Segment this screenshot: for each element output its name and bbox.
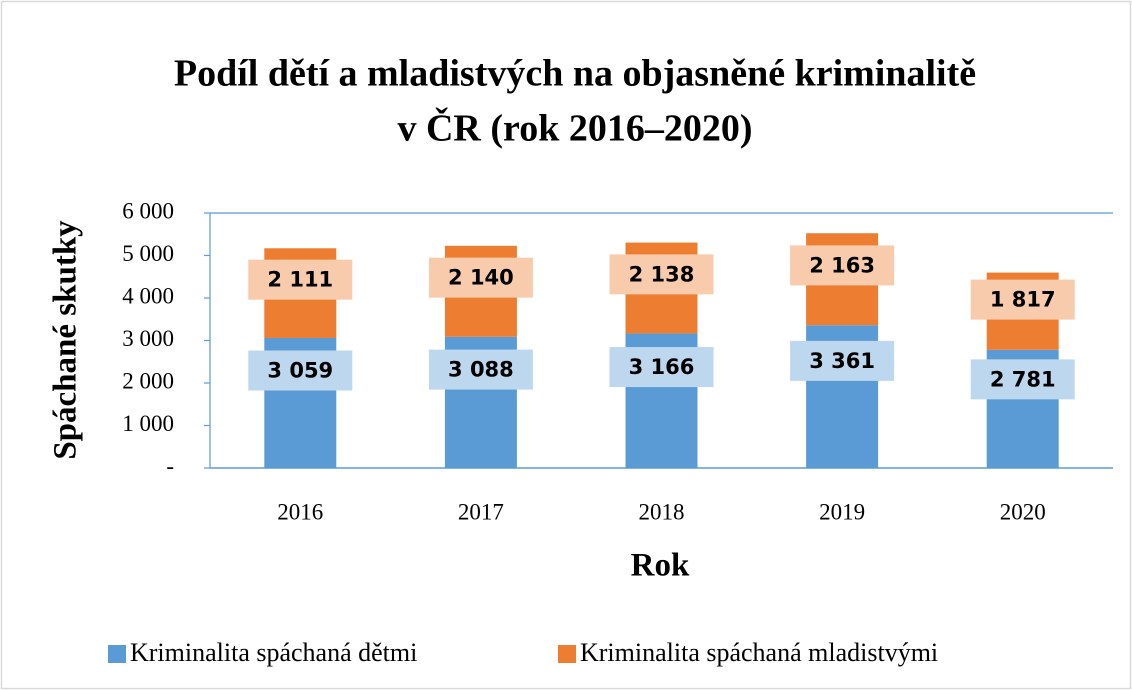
- x-tick-label: 2017: [458, 499, 504, 524]
- y-tick-label: 5 000: [122, 241, 174, 266]
- legend-label: Kriminalita spáchaná dětmi: [130, 638, 417, 667]
- data-label: 2 163: [809, 253, 875, 277]
- x-axis-title: Rok: [631, 548, 690, 584]
- data-label: 3 361: [809, 349, 875, 373]
- y-tick-label: 2 000: [122, 368, 174, 393]
- x-tick-label: 2016: [277, 499, 323, 524]
- legend-swatch: [108, 645, 126, 663]
- y-tick-label: 1 000: [122, 411, 174, 436]
- data-label-bg: [609, 254, 714, 295]
- x-tick-label: 2019: [819, 499, 865, 524]
- y-tick-label: -: [166, 453, 174, 478]
- y-tick-label: 3 000: [122, 326, 174, 351]
- y-tick-label: 6 000: [122, 198, 174, 223]
- data-label-bg: [970, 359, 1075, 400]
- data-label: 3 166: [629, 355, 695, 379]
- data-label-bg: [428, 349, 533, 390]
- data-label: 2 781: [990, 367, 1056, 391]
- x-tick-label: 2020: [1000, 499, 1046, 524]
- data-label-bg: [609, 347, 714, 388]
- data-label: 2 140: [448, 266, 514, 290]
- data-label-bg: [790, 340, 895, 381]
- data-label-bg: [248, 350, 353, 391]
- data-label-bg: [790, 245, 895, 286]
- y-axis-title: Spáchané skutky: [48, 220, 84, 460]
- data-label: 1 817: [990, 288, 1056, 312]
- legend-label: Kriminalita spáchaná mladistvými: [580, 638, 938, 667]
- data-label-bg: [970, 279, 1075, 320]
- data-label-bg: [248, 259, 353, 300]
- data-label-bg: [428, 257, 533, 298]
- y-tick-label: 4 000: [122, 283, 174, 308]
- x-tick-label: 2018: [639, 499, 685, 524]
- legend-swatch: [558, 645, 576, 663]
- data-label: 3 088: [448, 358, 514, 382]
- data-label: 2 138: [629, 262, 695, 286]
- data-label: 2 111: [267, 268, 333, 292]
- chart-title: Podíl dětí a mladistvých na objasněné kr…: [174, 53, 976, 95]
- chart-title: v ČR (rok 2016–2020): [397, 107, 752, 150]
- data-label: 3 059: [267, 358, 333, 382]
